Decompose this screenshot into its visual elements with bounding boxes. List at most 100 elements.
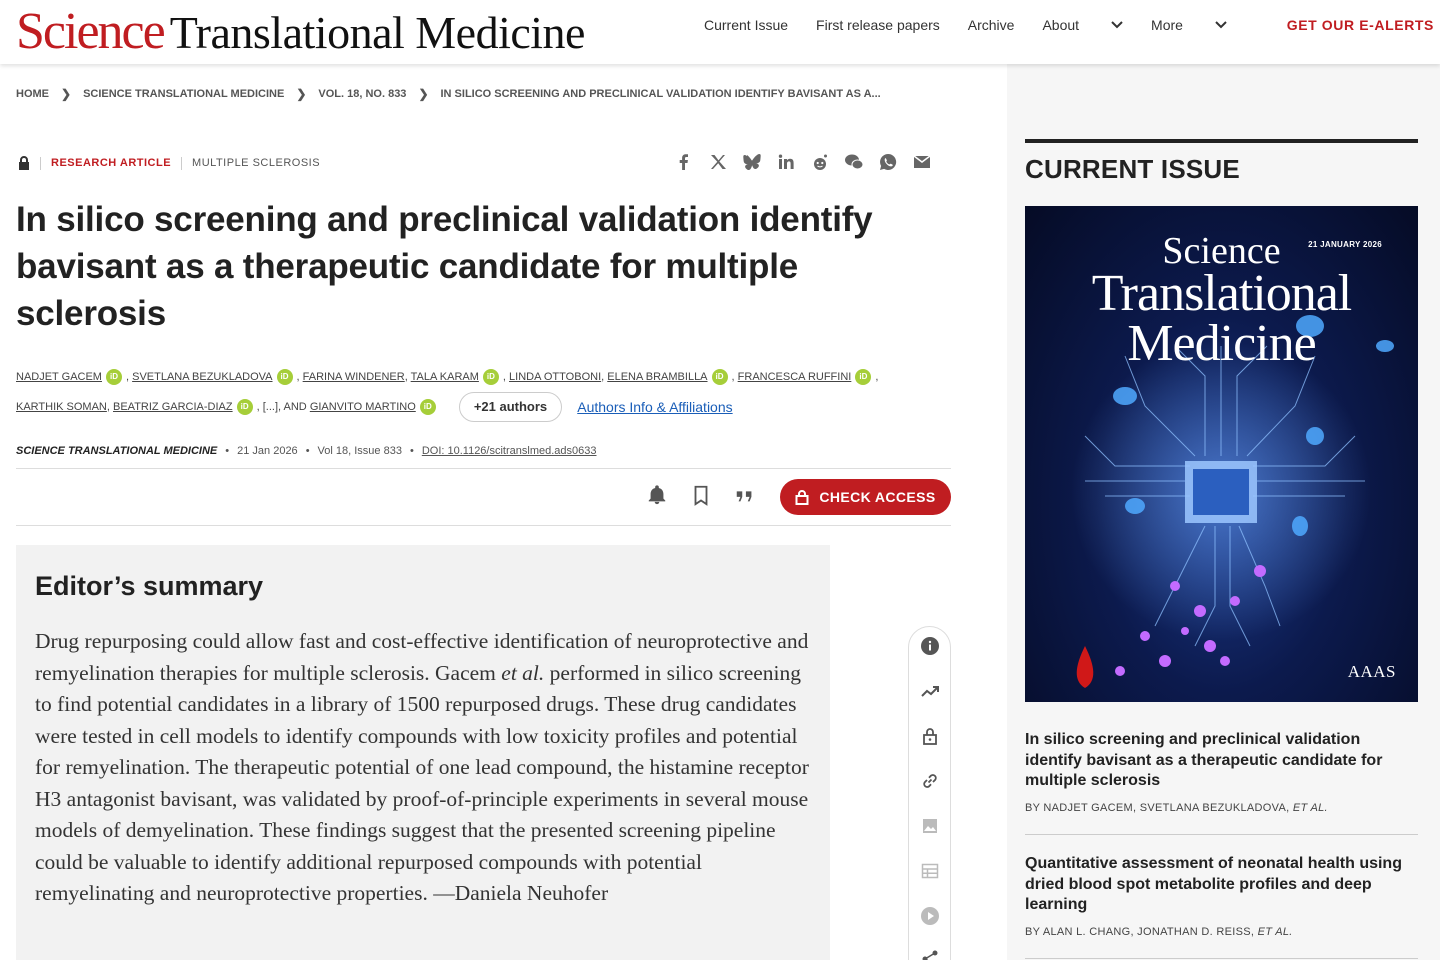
side-tool-strip	[908, 626, 951, 960]
nav-archive[interactable]: Archive	[967, 17, 1015, 33]
whatsapp-icon[interactable]	[878, 152, 898, 172]
orcid-icon[interactable]: iD	[105, 369, 122, 386]
cover-art-circuit	[1071, 315, 1394, 688]
cover-title-medicine: Medicine	[1127, 315, 1316, 372]
author-link[interactable]: ELENA BRAMBILLA	[607, 371, 708, 383]
chevron-down-icon	[1111, 21, 1123, 29]
breadcrumb-home[interactable]: HOME	[16, 88, 49, 100]
author-and: AND	[283, 401, 307, 413]
journal-name[interactable]: SCIENCE TRANSLATIONAL MEDICINE	[16, 445, 218, 457]
link-icon[interactable]	[920, 771, 940, 791]
citation-meta: SCIENCE TRANSLATIONAL MEDICINE • 21 Jan …	[16, 445, 597, 457]
share-icon[interactable]	[920, 949, 940, 960]
author-list: NADJET GACEM iD, SVETLANA BEZUKLADOVA iD, …	[16, 362, 926, 423]
chevron-right-icon: ❯	[418, 87, 429, 101]
rail-article[interactable]: In silico screening and preclinical vali…	[1025, 730, 1418, 814]
divider	[1025, 834, 1418, 835]
article-title: In silico screening and preclinical vali…	[16, 200, 873, 333]
current-issue-heading: CURRENT ISSUE	[1025, 154, 1240, 184]
reddit-icon[interactable]	[810, 152, 830, 172]
editors-summary: Editor’s summary Drug repurposing could …	[16, 545, 830, 960]
separator-dot: •	[225, 445, 230, 457]
article-tools	[646, 484, 756, 506]
affiliations-link[interactable]: Authors Info & Affiliations	[577, 399, 733, 416]
orcid-icon[interactable]: iD	[236, 399, 253, 416]
play-media-icon[interactable]	[920, 906, 940, 926]
divider	[16, 468, 951, 469]
breadcrumb-journal[interactable]: SCIENCE TRANSLATIONAL MEDICINE	[83, 88, 285, 100]
main-nav: Current Issue First release papers Archi…	[704, 17, 1255, 33]
nav-about-label: About	[1042, 17, 1080, 33]
rail-article-title[interactable]: In silico screening and preclinical vali…	[1025, 731, 1383, 789]
rail-article[interactable]: Quantitative assessment of neonatal heal…	[1025, 854, 1418, 938]
image-icon[interactable]	[920, 816, 940, 836]
current-issue-cover[interactable]: Science Translational Medicine 21 JANUAR…	[1025, 206, 1418, 702]
cover-title-translational: Translational	[1091, 265, 1353, 322]
email-icon[interactable]	[912, 152, 932, 172]
more-authors-button[interactable]: +21 authors	[458, 392, 563, 423]
author-link[interactable]: LINDA OTTOBONI	[509, 371, 602, 383]
lock-icon	[795, 490, 809, 505]
doi-link[interactable]: DOI: 10.1126/scitranslmed.ads0633	[421, 445, 597, 457]
article-type[interactable]: RESEARCH ARTICLE	[51, 157, 172, 169]
nav-more[interactable]: More	[1151, 17, 1227, 33]
chevron-right-icon: ❯	[296, 87, 307, 101]
breadcrumb: HOME ❯ SCIENCE TRANSLATIONAL MEDICINE ❯ …	[16, 87, 881, 101]
linkedin-icon[interactable]	[776, 152, 796, 172]
orcid-icon[interactable]: iD	[855, 369, 872, 386]
chevron-right-icon: ❯	[61, 87, 72, 101]
rail-article-byline: BY ALAN L. CHANG, JONATHAN D. REISS, ET …	[1025, 925, 1293, 938]
facebook-icon[interactable]	[674, 152, 694, 172]
e-alerts-link[interactable]: GET OUR E-ALERTS	[1286, 17, 1434, 33]
orcid-icon[interactable]: iD	[276, 369, 293, 386]
logo-translational-medicine: Translational Medicine	[169, 7, 586, 58]
article-topic[interactable]: MULTIPLE SCLEROSIS	[192, 157, 321, 169]
separator-dot: •	[305, 445, 310, 457]
nav-current-issue[interactable]: Current Issue	[704, 17, 789, 33]
article-type-row: RESEARCH ARTICLE MULTIPLE SCLEROSIS	[18, 156, 320, 170]
current-issue-rule	[1025, 139, 1418, 143]
rail-article-title[interactable]: Quantitative assessment of neonatal heal…	[1025, 855, 1402, 913]
author-link[interactable]: SVETLANA BEZUKLADOVA	[132, 371, 273, 383]
bluesky-icon[interactable]	[742, 152, 762, 172]
cover-title-science: Science	[1162, 230, 1281, 272]
summary-heading: Editor’s summary	[35, 571, 264, 601]
author-ellipsis[interactable]: [...]	[262, 401, 278, 413]
nav-more-label: More	[1151, 17, 1183, 33]
author-link[interactable]: GIANVITO MARTINO	[309, 401, 416, 413]
aaas-logo: AAAS	[1347, 662, 1396, 681]
nav-first-release[interactable]: First release papers	[816, 17, 940, 33]
breadcrumb-volume[interactable]: VOL. 18, NO. 833	[318, 88, 407, 100]
author-link[interactable]: TALA KARAM	[410, 371, 479, 383]
metrics-trend-icon[interactable]	[920, 681, 940, 701]
orcid-icon[interactable]: iD	[711, 369, 728, 386]
check-access-button[interactable]: CHECK ACCESS	[780, 479, 951, 515]
chevron-down-icon	[1215, 21, 1227, 29]
cover-date: 21 JANUARY 2026	[1308, 240, 1382, 249]
table-icon[interactable]	[920, 861, 940, 881]
author-link[interactable]: FARINA WINDENER	[302, 371, 405, 383]
rail-article-byline: BY NADJET GACEM, SVETLANA BEZUKLADOVA, E…	[1025, 801, 1328, 814]
bell-icon[interactable]	[646, 484, 668, 506]
check-access-label: CHECK ACCESS	[819, 489, 936, 505]
nav-about[interactable]: About	[1042, 17, 1123, 33]
lock-icon[interactable]	[920, 726, 940, 746]
x-twitter-icon[interactable]	[708, 152, 728, 172]
divider	[181, 156, 183, 170]
author-link[interactable]: FRANCESCA RUFFINI	[737, 371, 852, 383]
volume-issue[interactable]: Vol 18, Issue 833	[317, 445, 402, 457]
orcid-icon[interactable]: iD	[419, 399, 436, 416]
separator-dot: •	[409, 445, 414, 457]
journal-logo[interactable]: Science Translational Medicine	[16, 2, 585, 61]
quote-icon[interactable]	[734, 484, 756, 506]
author-link[interactable]: NADJET GACEM	[16, 371, 102, 383]
divider	[1025, 958, 1418, 959]
logo-science: Science	[16, 3, 166, 60]
info-icon[interactable]	[920, 636, 940, 656]
author-link[interactable]: KARTHIK SOMAN	[16, 401, 107, 413]
orcid-icon[interactable]: iD	[482, 369, 499, 386]
site-header: Science Translational Medicine Current Is…	[0, 0, 1440, 64]
author-link[interactable]: BEATRIZ GARCIA-DIAZ	[113, 401, 233, 413]
bookmark-icon[interactable]	[690, 484, 712, 506]
wechat-icon[interactable]	[844, 152, 864, 172]
